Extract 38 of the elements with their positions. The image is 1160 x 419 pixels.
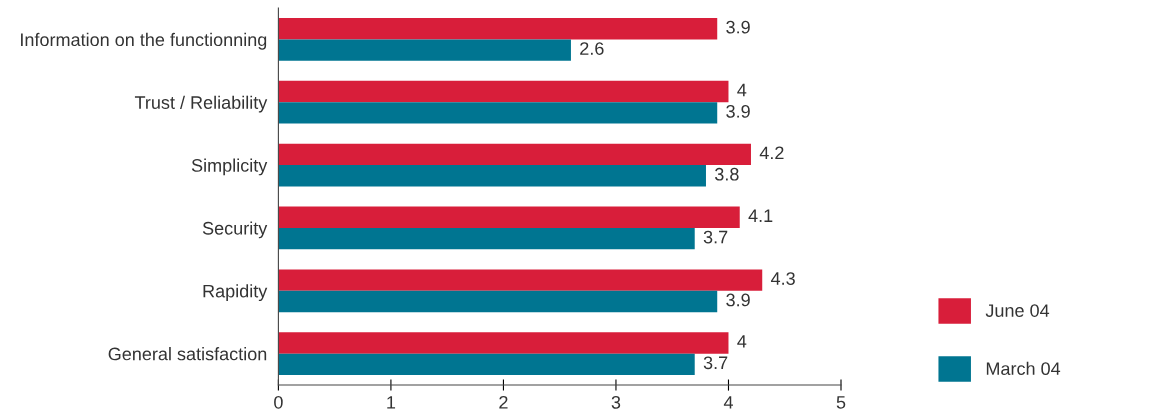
y-tick-label: General satisfaction bbox=[108, 347, 267, 361]
bar bbox=[278, 353, 695, 376]
y-tick-label: Trust / Reliability bbox=[134, 95, 268, 113]
bar bbox=[278, 80, 729, 103]
x-tick-label: 4 bbox=[723, 396, 733, 409]
data-label: 3.7 bbox=[703, 356, 728, 370]
data-label: 4.3 bbox=[770, 272, 795, 285]
bar bbox=[278, 269, 763, 291]
bar bbox=[278, 18, 718, 40]
x-tick-label: 0 bbox=[274, 395, 283, 409]
x-tick-label: 3 bbox=[611, 395, 621, 409]
data-label: 2.6 bbox=[580, 42, 604, 55]
x-tick-label: 5 bbox=[836, 396, 846, 409]
data-label: 3.9 bbox=[726, 293, 750, 307]
bar bbox=[278, 290, 718, 313]
x-tick-label: 1 bbox=[387, 396, 396, 409]
data-label: 4.2 bbox=[759, 146, 784, 160]
y-tick-label: Rapidity bbox=[203, 284, 268, 302]
bar bbox=[278, 332, 729, 354]
data-label: 4 bbox=[737, 335, 747, 348]
data-label: 3.7 bbox=[703, 230, 728, 244]
data-label: 3.9 bbox=[726, 20, 750, 34]
bar bbox=[278, 165, 706, 187]
y-tick-label: Information on the functionning bbox=[21, 32, 267, 50]
bar bbox=[278, 39, 571, 61]
bar bbox=[278, 143, 751, 166]
data-label: 3.9 bbox=[726, 104, 750, 118]
y-tick-label: Simplicity bbox=[191, 158, 268, 176]
legend-label: March 04 bbox=[986, 361, 1061, 376]
data-label: 4.1 bbox=[748, 209, 773, 222]
bar bbox=[278, 206, 740, 228]
data-label: 3.8 bbox=[715, 167, 739, 181]
bar bbox=[278, 102, 718, 124]
legend-label: June 04 bbox=[985, 304, 1050, 317]
data-label: 4 bbox=[737, 83, 747, 97]
x-tick-label: 2 bbox=[499, 395, 508, 409]
y-tick-label: Security bbox=[202, 221, 268, 239]
bar bbox=[278, 227, 695, 250]
